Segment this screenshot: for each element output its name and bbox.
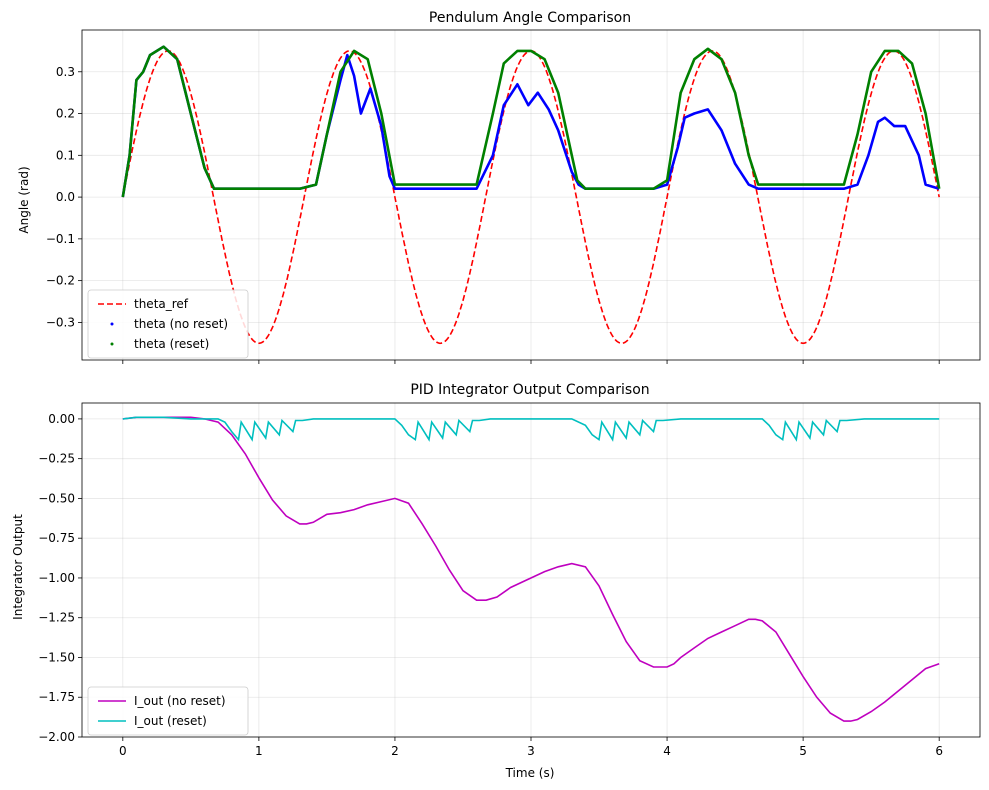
y-tick-label: −0.75 <box>38 531 75 545</box>
legend-label: theta_ref <box>134 297 189 311</box>
legend-box <box>87 289 249 359</box>
x-tick-label: 4 <box>663 744 671 758</box>
x-tick-label: 0 <box>119 744 127 758</box>
x-tick-label: 5 <box>799 744 807 758</box>
series-i-out-reset- <box>122 416 940 442</box>
y-tick-label: −1.00 <box>38 571 75 585</box>
bottom-chart-title: PID Integrator Output Comparison <box>410 382 649 398</box>
y-tick-label: 0.3 <box>56 65 75 79</box>
y-tick-label: −1.25 <box>38 611 75 625</box>
top-chart-ylabel: Angle (rad) <box>17 166 31 233</box>
y-tick-label: −0.3 <box>46 315 75 329</box>
y-tick-label: 0.0 <box>56 190 75 204</box>
bottom-plot-area: 0 1 2 3 4 5 6 −2.00 −1.75 −1.50 −1.25 −1.00 −0.75 −0.… <box>38 402 981 758</box>
y-tick-label: −0.25 <box>38 452 75 466</box>
top-chart: Pendulum Angle Comparison Angle (rad) −0… <box>17 10 981 364</box>
y-tick-label: −0.2 <box>46 274 75 288</box>
y-tick-label: 0.00 <box>48 412 75 426</box>
top-chart-title: Pendulum Angle Comparison <box>429 10 631 26</box>
y-tick-label: 0.1 <box>56 148 75 162</box>
legend-label: I_out (no reset) <box>134 694 226 708</box>
x-tick-label: 2 <box>391 744 399 758</box>
y-tick-label: −1.75 <box>38 690 75 704</box>
x-tick-label: 3 <box>527 744 535 758</box>
y-tick-label: −2.00 <box>38 730 75 744</box>
y-tick-label: −0.50 <box>38 491 75 505</box>
legend-label: theta (no reset) <box>134 317 228 331</box>
legend-marker <box>110 322 114 326</box>
y-tick-label: −0.1 <box>46 232 75 246</box>
x-tick-label: 6 <box>935 744 943 758</box>
legend-label: I_out (reset) <box>134 714 207 728</box>
bottom-chart: PID Integrator Output Comparison Integra… <box>11 382 981 780</box>
y-tick-label: 0.2 <box>56 107 75 121</box>
bottom-chart-xlabel: Time (s) <box>505 766 555 780</box>
legend-marker <box>110 342 114 346</box>
series-theta-reset- <box>121 45 941 198</box>
series-i-out-no-reset- <box>122 416 940 722</box>
legend-box <box>87 686 249 736</box>
bottom-chart-ylabel: Integrator Output <box>11 514 25 620</box>
legend-label: theta (reset) <box>134 337 209 351</box>
y-tick-label: −1.50 <box>38 650 75 664</box>
x-tick-label: 1 <box>255 744 263 758</box>
